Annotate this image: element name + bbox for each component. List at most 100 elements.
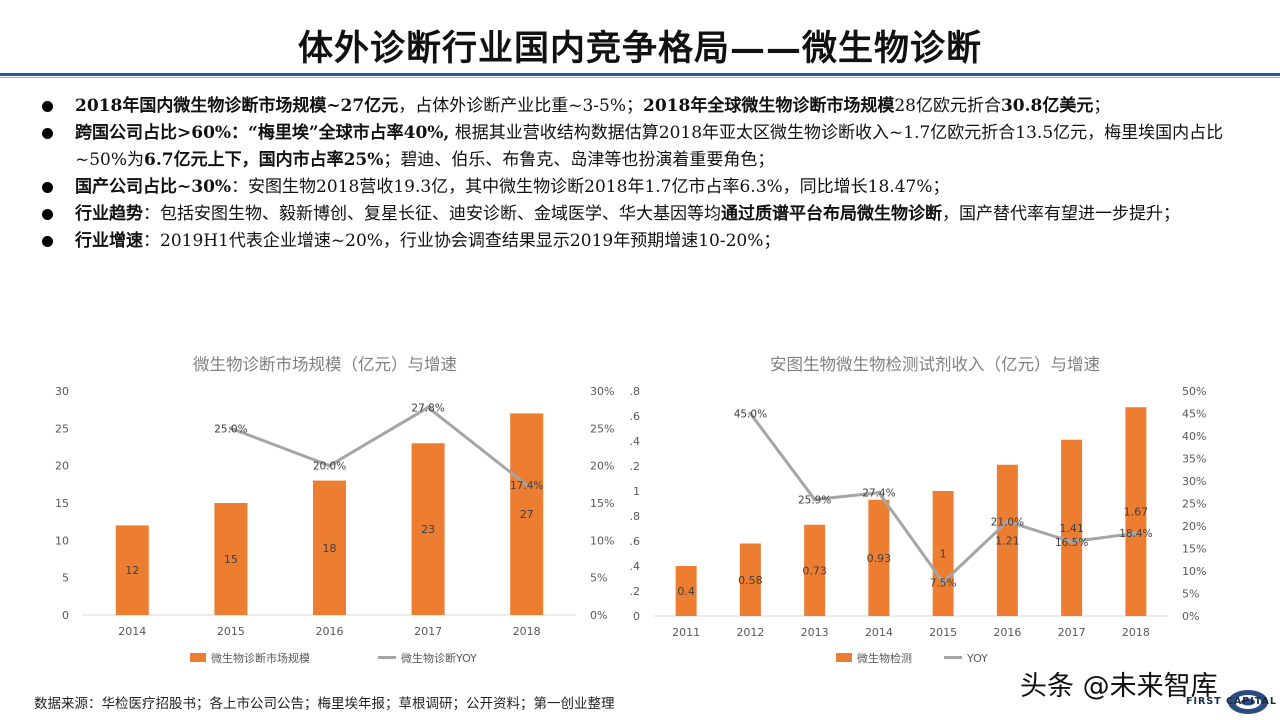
y-tick-label: 25 bbox=[55, 422, 69, 435]
bar bbox=[868, 499, 890, 616]
yoy-point bbox=[524, 483, 529, 488]
x-tick-label: 2018 bbox=[513, 625, 541, 638]
bar bbox=[675, 566, 697, 616]
bullet-text: 国产公司占比~30%：安图生物2018营收19.3亿，其中微生物诊断2018年1… bbox=[75, 177, 950, 197]
yoy-point bbox=[228, 426, 233, 431]
bar bbox=[214, 503, 248, 615]
bullet-segment: 28亿欧元折合 bbox=[894, 96, 1001, 116]
bullet-segment: 2018年全球微生物诊断市场规模 bbox=[643, 96, 895, 116]
y2-tick-label: 40% bbox=[1182, 430, 1206, 443]
yoy-point bbox=[748, 411, 753, 416]
bullet-text: 2018年国内微生物诊断市场规模~27亿元，占体外诊断产业比重~3-5%；201… bbox=[75, 96, 1110, 116]
y-tick-label: 0.2 bbox=[630, 585, 640, 598]
x-tick-label: 2017 bbox=[414, 625, 442, 638]
yoy-data-label: 21.0% bbox=[991, 517, 1024, 529]
bullet-segment: ：2019H1代表企业增速~20%，行业协会调查结果显示2019年预期增速10-… bbox=[143, 231, 781, 251]
x-tick-label: 2012 bbox=[736, 626, 764, 639]
autobio-revenue-chart: 0 0.2 0.4 0.6 0.8 1 1.2 1.4 1.6 1.8 0% 5% 10% 15% 20% 2… bbox=[630, 385, 1206, 665]
yoy-data-label: 27.4% bbox=[862, 488, 895, 500]
y2-tick-label: 10% bbox=[1182, 565, 1206, 578]
yoy-data-label: 20.0% bbox=[313, 461, 346, 473]
bar-data-label: 0.73 bbox=[802, 564, 827, 577]
bullet-segment: ：包括安图生物、毅新博创、复星长征、迪安诊断、金域医学、华大基因等均 bbox=[143, 204, 721, 224]
y2-tick-label: 5% bbox=[1182, 588, 1199, 601]
bullet-segment: 根据其业营收结构数据估算2018年亚太区微生物诊断收入~1.7亿欧元折合13.5… bbox=[75, 123, 1224, 170]
y2-tick-label: 45% bbox=[1182, 408, 1206, 421]
bar-data-label: 15 bbox=[224, 553, 238, 566]
bullet-text: 跨国公司占比>60%：“梅里埃”全球市占率40%, 根据其业营收结构数据估算20… bbox=[75, 123, 1223, 170]
y2-tick-label: 0% bbox=[590, 609, 607, 622]
y2-tick-label: 25% bbox=[1182, 498, 1206, 511]
bar-data-label: 0.4 bbox=[677, 585, 695, 598]
bar bbox=[313, 480, 346, 615]
bullet-segment: 跨国公司占比>60%：“梅里埃”全球市占率40%, bbox=[75, 123, 450, 143]
x-tick-label: 2016 bbox=[993, 626, 1021, 639]
first-capital-logo-icon bbox=[1228, 690, 1268, 714]
bar bbox=[804, 524, 826, 616]
yoy-data-label: 45.0% bbox=[734, 409, 767, 421]
y2-tick-label: 25% bbox=[590, 422, 614, 435]
y-tick-label: 0 bbox=[62, 609, 69, 622]
x-tick-label: 2015 bbox=[217, 625, 245, 638]
y2-tick-label: 20% bbox=[1182, 520, 1206, 533]
y2-tick-label: 20% bbox=[590, 460, 614, 473]
bar-data-label: 12 bbox=[125, 564, 139, 577]
bullet-item: 行业增速：2019H1代表企业增速~20%，行业协会调查结果显示2019年预期增… bbox=[40, 228, 1240, 255]
bar bbox=[1061, 439, 1083, 616]
logo-text: FIRST CAPITAL bbox=[1186, 696, 1277, 707]
bar-data-label: 0.93 bbox=[867, 552, 892, 565]
y-tick-label: 10 bbox=[55, 534, 69, 547]
yoy-point bbox=[812, 497, 817, 502]
y2-tick-label: 15% bbox=[590, 497, 614, 510]
x-tick-label: 2011 bbox=[672, 626, 700, 639]
legend-label: 微生物诊断YOY bbox=[401, 651, 477, 665]
y2-tick-label: 30% bbox=[590, 385, 614, 398]
x-tick-label: 2018 bbox=[1122, 626, 1150, 639]
bullet-segment: ，国产替代率有望进一步提升； bbox=[942, 204, 1180, 224]
bullet-list: 2018年国内微生物诊断市场规模~27亿元，占体外诊断产业比重~3-5%；201… bbox=[40, 93, 1240, 255]
bullet-segment: 30.8亿美元 bbox=[1000, 96, 1094, 116]
y2-tick-label: 5% bbox=[590, 572, 607, 585]
bullet-item: 2018年国内微生物诊断市场规模~27亿元，占体外诊断产业比重~3-5%；201… bbox=[40, 93, 1240, 120]
bar-data-label: 1 bbox=[940, 548, 947, 561]
bullet-segment: ，占体外诊断产业比重~3-5%； bbox=[398, 96, 643, 116]
yoy-point bbox=[876, 490, 881, 495]
bar bbox=[115, 525, 149, 615]
y-tick-label: 20 bbox=[55, 460, 69, 473]
bullet-segment: ； bbox=[1093, 96, 1111, 116]
bar-data-label: 18 bbox=[323, 542, 337, 555]
watermark: 头条 @未来智库 bbox=[1020, 671, 1218, 702]
y-tick-label: 1.2 bbox=[630, 460, 640, 473]
bar-data-label: 1.67 bbox=[1124, 506, 1149, 519]
data-source: 数据来源：华检医疗招股书；各上市公司公告；梅里埃年报；草根调研；公开资料；第一创… bbox=[34, 696, 615, 712]
bullet-segment: 行业增速 bbox=[75, 231, 143, 251]
y-tick-label: 5 bbox=[62, 572, 69, 585]
x-tick-label: 2014 bbox=[865, 626, 893, 639]
y2-tick-label: 10% bbox=[590, 534, 614, 547]
yoy-line bbox=[230, 405, 528, 487]
yoy-data-label: 16.5% bbox=[1055, 537, 1088, 549]
y-tick-label: 15 bbox=[55, 497, 69, 510]
y2-tick-label: 50% bbox=[1182, 385, 1206, 398]
y-tick-label: 0.6 bbox=[630, 535, 640, 548]
bullet-dot-icon bbox=[42, 209, 53, 220]
bar-data-label: 0.58 bbox=[738, 574, 763, 587]
yoy-data-label: 18.4% bbox=[1119, 528, 1152, 540]
bullet-text: 行业增速：2019H1代表企业增速~20%，行业协会调查结果显示2019年预期增… bbox=[75, 231, 780, 251]
page-title: 体外诊断行业国内竞争格局——微生物诊断 bbox=[297, 28, 982, 69]
bar-data-label: 1.21 bbox=[995, 534, 1020, 547]
y-tick-label: 30 bbox=[55, 385, 69, 398]
bullet-item: 行业趋势：包括安图生物、毅新博创、复星长征、迪安诊断、金域医学、华大基因等均通过… bbox=[40, 201, 1240, 228]
bullet-segment: ：安图生物2018营收19.3亿，其中微生物诊断2018年1.7亿市占率6.3%… bbox=[231, 177, 950, 197]
yoy-data-label: 17.4% bbox=[510, 480, 543, 492]
x-tick-label: 2016 bbox=[316, 625, 344, 638]
yoy-point bbox=[941, 580, 946, 585]
bullet-segment: 行业趋势 bbox=[75, 204, 143, 224]
bullet-dot-icon bbox=[42, 182, 53, 193]
x-tick-label: 2013 bbox=[801, 626, 829, 639]
bar bbox=[996, 464, 1018, 616]
bullet-text: 行业趋势：包括安图生物、毅新博创、复星长征、迪安诊断、金域医学、华大基因等均通过… bbox=[75, 204, 1180, 224]
y-tick-label: 0.4 bbox=[630, 560, 640, 573]
y2-tick-label: 30% bbox=[1182, 475, 1206, 488]
y2-tick-label: 35% bbox=[1182, 453, 1206, 466]
